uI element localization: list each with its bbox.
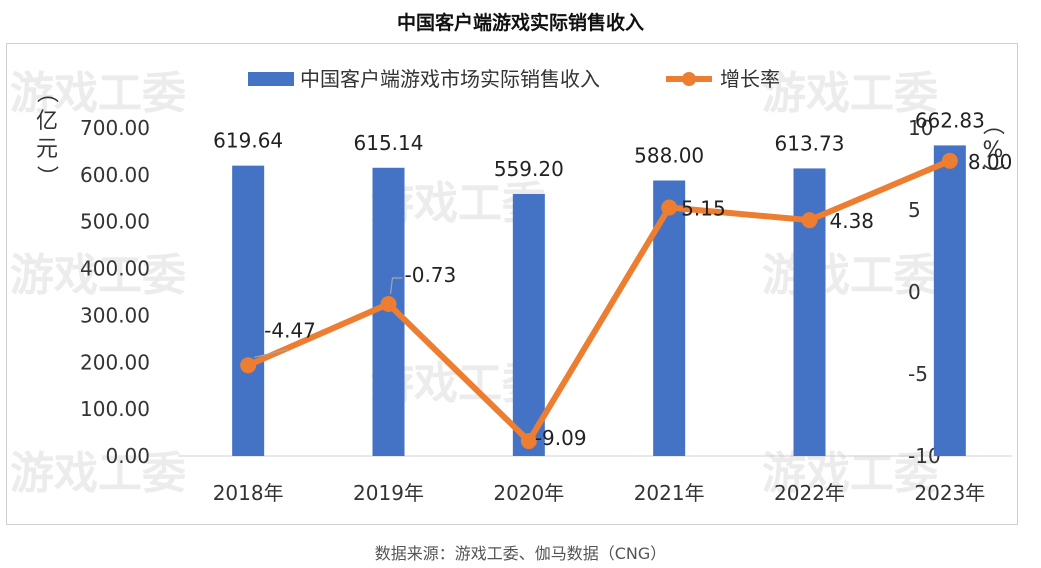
line-series: -4.47 -0.73 -9.09 5.15 4.38 8.00 xyxy=(240,150,1012,450)
y-right-tick-label: 5 xyxy=(908,198,921,222)
data-source: 数据来源：游戏工委、伽马数据（CNG） xyxy=(374,544,667,563)
growth-point xyxy=(520,433,537,450)
x-tick-label: 2020年 xyxy=(493,481,564,505)
growth-value-label: 8.00 xyxy=(968,150,1013,174)
bar xyxy=(793,168,826,457)
growth-value-label: 4.38 xyxy=(830,209,875,233)
bar-value-label: 615.14 xyxy=(354,131,424,155)
bar xyxy=(933,145,966,456)
y-left-tick-label: 100.00 xyxy=(80,397,150,421)
bar-value-label: 619.64 xyxy=(213,129,283,153)
growth-point xyxy=(661,199,678,216)
axis-unit-char: ） xyxy=(979,163,1004,185)
x-tick-label: 2021年 xyxy=(634,481,705,505)
legend-line-label: 增长率 xyxy=(720,67,780,91)
y-left-tick-label: 200.00 xyxy=(80,350,150,374)
bar-value-label: 613.73 xyxy=(775,131,845,155)
axis-unit-char: 元 xyxy=(36,137,58,162)
legend-bar-label: 中国客户端游戏市场实际销售收入 xyxy=(300,67,600,91)
growth-value-label: -4.47 xyxy=(264,318,316,342)
y-left-tick-label: 300.00 xyxy=(80,303,150,327)
bar-series: 619.64 615.14 559.20 588.00 613.73 662.83 xyxy=(213,108,985,457)
growth-point xyxy=(941,152,958,169)
growth-point xyxy=(801,212,818,229)
growth-value-label: -9.09 xyxy=(535,426,587,450)
axis-unit-char: % xyxy=(983,138,1004,163)
y-right-unit-label: （%） xyxy=(979,113,1004,185)
watermark-text: 游戏工委 xyxy=(10,68,186,119)
label-leader-line xyxy=(389,277,403,295)
y-right-tick-label: 10 xyxy=(908,116,933,140)
y-left-tick-label: 500.00 xyxy=(80,210,150,234)
growth-point xyxy=(380,295,397,312)
growth-value-label: 5.15 xyxy=(681,197,726,221)
growth-value-label: -0.73 xyxy=(405,263,457,287)
axis-unit-char: ） xyxy=(33,165,58,187)
x-tick-label: 2018年 xyxy=(213,481,284,505)
legend: 中国客户端游戏市场实际销售收入 增长率 xyxy=(248,67,780,91)
y-left-tick-label: 700.00 xyxy=(80,116,150,140)
y-left-tick-label: 400.00 xyxy=(80,257,150,281)
bar xyxy=(512,193,545,456)
axis-unit-char: 亿 xyxy=(36,109,58,134)
axes: 0.00 100.00 200.00 300.00 400.00 500.00 600.00… xyxy=(33,81,1012,505)
axis-unit-char: （ xyxy=(33,81,58,103)
y-left-tick-label: 0.00 xyxy=(105,444,150,468)
growth-line xyxy=(246,158,952,445)
bar-value-label: 588.00 xyxy=(634,143,704,167)
chart-title: 中国客户端游戏实际销售收入 xyxy=(396,12,644,34)
bar xyxy=(232,165,265,456)
x-tick-label: 2023年 xyxy=(914,481,985,505)
y-left-unit-label: （ 亿元 ） xyxy=(33,81,58,187)
y-right-tick-label: -5 xyxy=(908,362,928,386)
y-left-tick-label: 600.00 xyxy=(80,163,150,187)
legend-line-marker xyxy=(682,72,696,86)
watermark-text: 游戏工委 xyxy=(762,68,938,119)
bar-value-label: 662.83 xyxy=(915,108,985,132)
axis-unit-char: （ xyxy=(979,113,1004,135)
growth-point xyxy=(240,357,257,374)
watermark-text: 游戏工委 xyxy=(10,448,186,499)
label-leader-line xyxy=(254,348,289,358)
x-tick-label: 2022年 xyxy=(774,481,845,505)
y-right-tick-label: 0 xyxy=(908,280,921,304)
chart-frame xyxy=(6,43,1018,525)
x-tick-label: 2019年 xyxy=(353,481,424,505)
watermark-text: 游戏工委 xyxy=(762,250,938,301)
watermark-text: 游戏工委 xyxy=(10,250,186,301)
bar-value-label: 559.20 xyxy=(494,157,564,181)
legend-bar-swatch xyxy=(248,72,294,86)
